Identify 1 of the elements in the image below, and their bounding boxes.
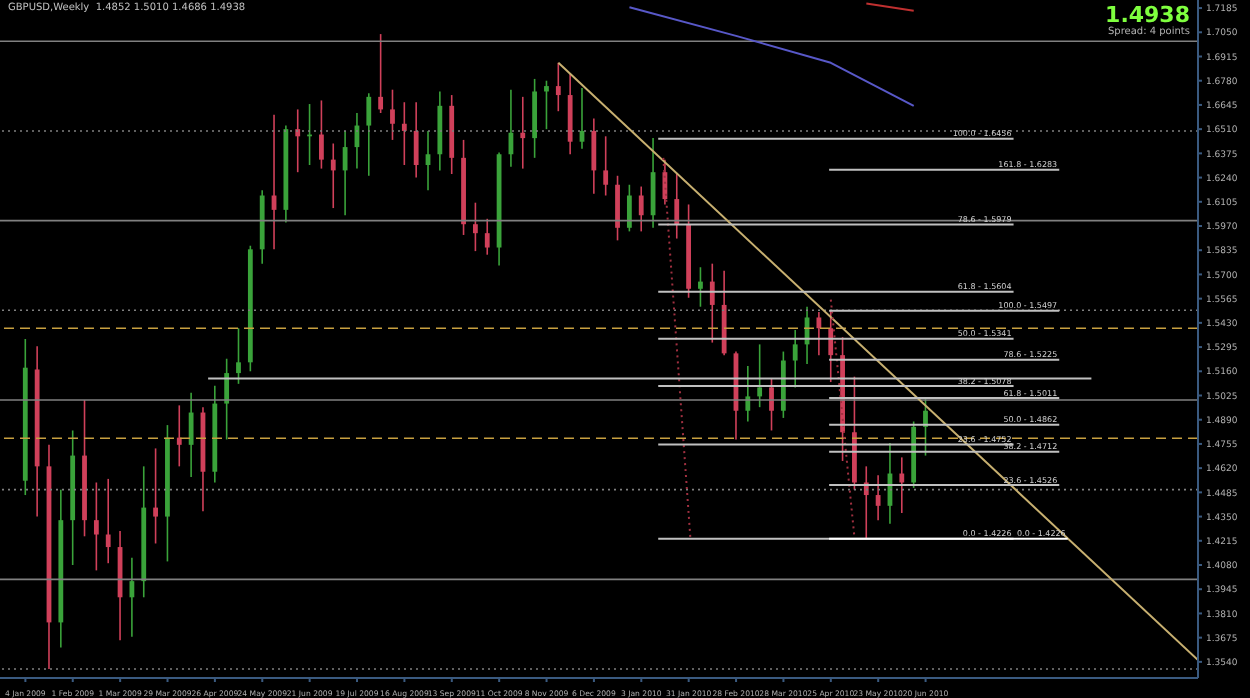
annotation: 1.4938	[1105, 2, 1190, 28]
